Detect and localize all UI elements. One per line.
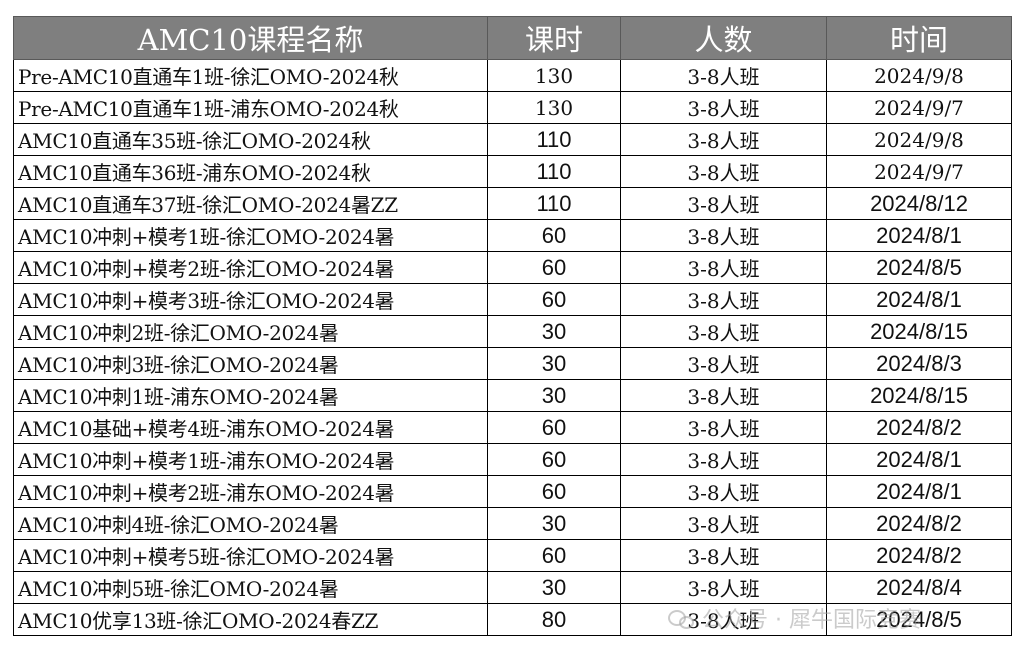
course-name-cell: AMC10冲刺+模考3班-徐汇OMO-2024暑 [13,283,488,316]
start-date-cell: 2024/8/5 [826,603,1012,636]
header-hours: 课时 [487,16,621,60]
class-size-cell: 3-8人班 [620,347,827,380]
course-name-cell: AMC10直通车37班-徐汇OMO-2024暑ZZ [13,187,488,220]
table-row: AMC10冲刺3班-徐汇OMO-2024暑 30 3-8人班 2024/8/3 [13,347,1012,380]
class-size-cell: 3-8人班 [620,187,827,220]
class-size-cell: 3-8人班 [620,603,827,636]
course-name-cell: Pre-AMC10直通车1班-浦东OMO-2024秋 [13,91,488,124]
start-date-cell: 2024/8/4 [826,571,1012,604]
class-size-cell: 3-8人班 [620,411,827,444]
start-date-cell: 2024/8/3 [826,347,1012,380]
header-row: AMC10课程名称 课时 人数 时间 [13,16,1012,60]
course-name-cell: AMC10冲刺+模考1班-浦东OMO-2024暑 [13,443,488,476]
hours-cell: 110 [487,123,621,156]
course-name-cell: AMC10直通车36班-浦东OMO-2024秋 [13,155,488,188]
table-row: Pre-AMC10直通车1班-浦东OMO-2024秋 130 3-8人班 2024/9… [13,91,1012,124]
header-class-size: 人数 [620,16,827,60]
class-size-cell: 3-8人班 [620,379,827,412]
class-size-cell: 3-8人班 [620,155,827,188]
start-date-cell: 2024/8/2 [826,539,1012,572]
class-size-cell: 3-8人班 [620,507,827,540]
course-name-cell: AMC10冲刺+模考5班-徐汇OMO-2024暑 [13,539,488,572]
class-size-cell: 3-8人班 [620,123,827,156]
hours-cell: 30 [487,315,621,348]
class-size-cell: 3-8人班 [620,283,827,316]
class-size-cell: 3-8人班 [620,251,827,284]
start-date-cell: 2024/9/8 [826,59,1012,92]
start-date-cell: 2024/8/15 [826,379,1012,412]
table-row: AMC10冲刺+模考1班-浦东OMO-2024暑 60 3-8人班 2024/8/1 [13,443,1012,476]
start-date-cell: 2024/8/1 [826,475,1012,508]
table-row: AMC10冲刺1班-浦东OMO-2024暑 30 3-8人班 2024/8/15 [13,379,1012,412]
table-row: AMC10冲刺4班-徐汇OMO-2024暑 30 3-8人班 2024/8/2 [13,507,1012,540]
table-row: AMC10冲刺+模考5班-徐汇OMO-2024暑 60 3-8人班 2024/8/2 [13,539,1012,572]
start-date-cell: 2024/9/7 [826,155,1012,188]
course-schedule-table: AMC10课程名称 课时 人数 时间 Pre-AMC10直通车1班-徐汇OMO-… [13,16,1012,636]
table-row: AMC10基础+模考4班-浦东OMO-2024暑 60 3-8人班 2024/8/2 [13,411,1012,444]
table-row: AMC10冲刺+模考1班-徐汇OMO-2024暑 60 3-8人班 2024/8/1 [13,219,1012,252]
course-name-cell: AMC10冲刺+模考1班-徐汇OMO-2024暑 [13,219,488,252]
start-date-cell: 2024/9/8 [826,123,1012,156]
hours-cell: 60 [487,219,621,252]
hours-cell: 30 [487,379,621,412]
hours-cell: 60 [487,251,621,284]
schedule-table-container: AMC10课程名称 课时 人数 时间 Pre-AMC10直通车1班-徐汇OMO-… [13,16,1012,636]
hours-cell: 30 [487,347,621,380]
table-row: AMC10直通车37班-徐汇OMO-2024暑ZZ 110 3-8人班 2024/8/… [13,187,1012,220]
class-size-cell: 3-8人班 [620,475,827,508]
course-name-cell: AMC10冲刺+模考2班-浦东OMO-2024暑 [13,475,488,508]
hours-cell: 110 [487,155,621,188]
start-date-cell: 2024/8/5 [826,251,1012,284]
course-name-cell: AMC10冲刺4班-徐汇OMO-2024暑 [13,507,488,540]
table-body: Pre-AMC10直通车1班-徐汇OMO-2024秋 130 3-8人班 2024/9… [13,59,1012,636]
hours-cell: 110 [487,187,621,220]
start-date-cell: 2024/9/7 [826,91,1012,124]
class-size-cell: 3-8人班 [620,539,827,572]
hours-cell: 60 [487,539,621,572]
hours-cell: 30 [487,507,621,540]
class-size-cell: 3-8人班 [620,219,827,252]
hours-cell: 60 [487,283,621,316]
start-date-cell: 2024/8/2 [826,411,1012,444]
start-date-cell: 2024/8/2 [826,507,1012,540]
start-date-cell: 2024/8/1 [826,283,1012,316]
table-header: AMC10课程名称 课时 人数 时间 [13,16,1012,60]
start-date-cell: 2024/8/12 [826,187,1012,220]
course-name-cell: AMC10冲刺+模考2班-徐汇OMO-2024暑 [13,251,488,284]
class-size-cell: 3-8人班 [620,315,827,348]
course-name-cell: AMC10冲刺2班-徐汇OMO-2024暑 [13,315,488,348]
course-name-cell: AMC10冲刺5班-徐汇OMO-2024暑 [13,571,488,604]
hours-cell: 60 [487,475,621,508]
start-date-cell: 2024/8/1 [826,443,1012,476]
hours-cell: 80 [487,603,621,636]
table-row: Pre-AMC10直通车1班-徐汇OMO-2024秋 130 3-8人班 2024/9… [13,59,1012,92]
hours-cell: 60 [487,411,621,444]
hours-cell: 130 [487,91,621,124]
hours-cell: 60 [487,443,621,476]
table-row: AMC10优享13班-徐汇OMO-2024春ZZ 80 3-8人班 2024/8/5 [13,603,1012,636]
start-date-cell: 2024/8/1 [826,219,1012,252]
table-row: AMC10冲刺+模考3班-徐汇OMO-2024暑 60 3-8人班 2024/8/1 [13,283,1012,316]
class-size-cell: 3-8人班 [620,443,827,476]
table-row: AMC10冲刺5班-徐汇OMO-2024暑 30 3-8人班 2024/8/4 [13,571,1012,604]
header-course-name: AMC10课程名称 [13,16,488,60]
table-row: AMC10冲刺+模考2班-徐汇OMO-2024暑 60 3-8人班 2024/8/5 [13,251,1012,284]
class-size-cell: 3-8人班 [620,571,827,604]
course-name-cell: AMC10冲刺1班-浦东OMO-2024暑 [13,379,488,412]
course-name-cell: Pre-AMC10直通车1班-徐汇OMO-2024秋 [13,59,488,92]
table-row: AMC10直通车35班-徐汇OMO-2024秋 110 3-8人班 2024/9/8 [13,123,1012,156]
course-name-cell: AMC10基础+模考4班-浦东OMO-2024暑 [13,411,488,444]
table-row: AMC10冲刺+模考2班-浦东OMO-2024暑 60 3-8人班 2024/8/1 [13,475,1012,508]
course-name-cell: AMC10直通车35班-徐汇OMO-2024秋 [13,123,488,156]
course-name-cell: AMC10优享13班-徐汇OMO-2024春ZZ [13,603,488,636]
start-date-cell: 2024/8/15 [826,315,1012,348]
table-row: AMC10直通车36班-浦东OMO-2024秋 110 3-8人班 2024/9/7 [13,155,1012,188]
header-start-date: 时间 [826,16,1012,60]
table-row: AMC10冲刺2班-徐汇OMO-2024暑 30 3-8人班 2024/8/15 [13,315,1012,348]
hours-cell: 130 [487,59,621,92]
course-name-cell: AMC10冲刺3班-徐汇OMO-2024暑 [13,347,488,380]
class-size-cell: 3-8人班 [620,91,827,124]
hours-cell: 30 [487,571,621,604]
class-size-cell: 3-8人班 [620,59,827,92]
